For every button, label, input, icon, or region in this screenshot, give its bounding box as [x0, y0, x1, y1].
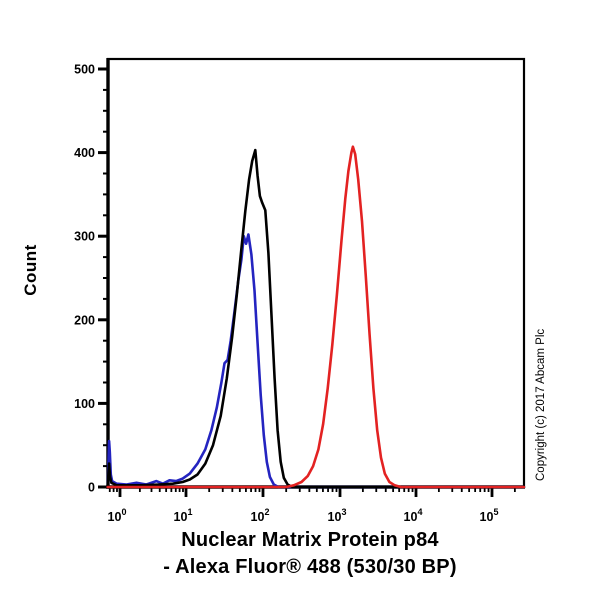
x-tick-label: 100 [108, 507, 127, 524]
blue-curve [106, 233, 526, 489]
y-tick-label: 0 [88, 481, 95, 495]
chart-title-line1: Nuclear Matrix Protein p84 [181, 529, 439, 551]
x-tick-label: 105 [480, 507, 499, 524]
y-tick-label: 300 [74, 230, 95, 244]
red-curve [106, 145, 526, 489]
copyright-text: Copyright (c) 2017 Abcam Plc [535, 328, 547, 481]
x-tick-label: 102 [251, 507, 270, 524]
y-tick-label: 100 [74, 397, 95, 411]
y-tick-label: 200 [74, 313, 95, 327]
x-tick-label: 104 [404, 507, 423, 524]
y-axis-title: Count [21, 244, 40, 296]
y-tick-label: 500 [74, 63, 95, 77]
x-tick-label: 103 [328, 507, 347, 524]
y-axis-ticks: 0 100 200 300 400 500 [74, 63, 108, 495]
chart-title: Nuclear Matrix Protein p84 - Alexa Fluor… [10, 527, 600, 581]
x-tick-label: 101 [174, 507, 193, 524]
chart-title-line2: - Alexa Fluor® 488 (530/30 BP) [163, 556, 457, 578]
plot-frame [106, 57, 526, 489]
y-tick-label: 400 [74, 146, 95, 160]
x-axis-ticks: 100 101 102 103 104 105 [108, 487, 516, 524]
black-curve [106, 148, 526, 489]
